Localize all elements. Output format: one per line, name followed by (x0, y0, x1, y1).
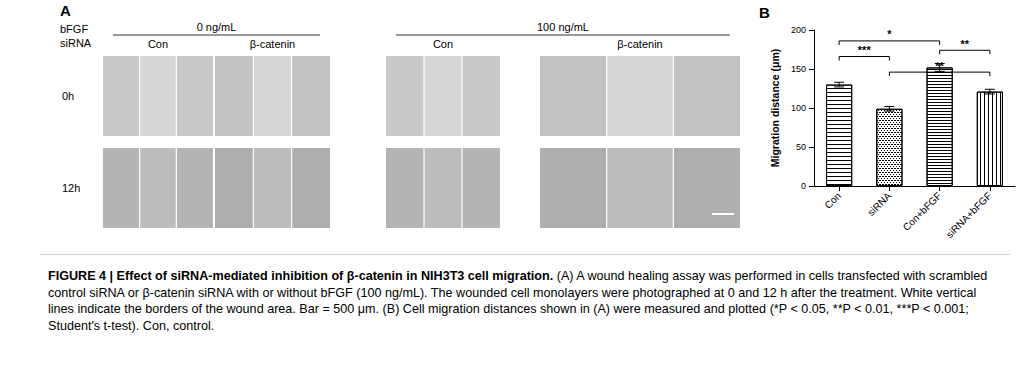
svg-text:β-catenin: β-catenin (617, 38, 662, 50)
svg-text:Con: Con (822, 190, 843, 211)
svg-text:siRNA: siRNA (60, 37, 92, 49)
svg-text:B: B (759, 4, 770, 21)
svg-text:Con+bFGF: Con+bFGF (901, 190, 944, 233)
svg-text:200: 200 (791, 25, 806, 35)
svg-text:Con: Con (433, 38, 453, 50)
svg-text:100: 100 (791, 103, 806, 113)
svg-text:50: 50 (796, 142, 806, 152)
svg-text:0h: 0h (62, 90, 74, 102)
svg-text:0: 0 (801, 181, 806, 191)
svg-text:0 ng/mL: 0 ng/mL (197, 21, 237, 33)
svg-text:*: * (887, 28, 892, 40)
svg-text:siRNA+bFGF: siRNA+bFGF (944, 190, 994, 240)
svg-text:**: ** (960, 38, 969, 50)
svg-text:siRNA: siRNA (865, 190, 893, 218)
svg-text:Migration distance (μm): Migration distance (μm) (769, 49, 781, 167)
svg-text:Con: Con (148, 38, 168, 50)
svg-text:100 ng/mL: 100 ng/mL (537, 21, 589, 33)
svg-text:β-catenin: β-catenin (250, 38, 295, 50)
html-text:FIGURE 4 | Effect of siRNA-med: FIGURE 4 | Effect of siRNA-mediated inhi… (48, 269, 988, 333)
svg-text:12h: 12h (62, 182, 80, 194)
svg-text:A: A (60, 2, 71, 19)
svg-text:150: 150 (791, 64, 806, 74)
svg-text:***: *** (858, 44, 872, 56)
svg-text:**: ** (935, 60, 944, 72)
svg-text:bFGF: bFGF (60, 23, 88, 35)
